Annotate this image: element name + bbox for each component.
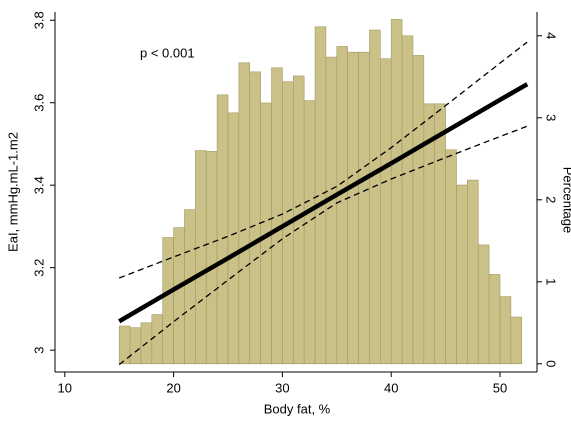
histogram-bar <box>456 184 468 365</box>
y2-tick-label: 4 <box>544 32 559 39</box>
histogram-bar <box>303 100 316 365</box>
histogram-bar <box>184 209 196 365</box>
histogram-bar <box>390 19 403 365</box>
y2-tick-label: 2 <box>544 196 559 203</box>
y2-tick-label: 3 <box>544 114 559 121</box>
annotation: p < 0.001 <box>140 45 195 60</box>
histogram-bar <box>358 51 370 365</box>
histogram-bar <box>314 26 327 365</box>
histogram-bar <box>467 179 479 365</box>
histogram-bar <box>412 55 425 365</box>
histogram-bar <box>445 149 457 365</box>
y-tick-label: 3.4 <box>31 176 46 194</box>
y-tick-label: 3.2 <box>31 259 46 277</box>
y-tick-label: 3.6 <box>31 94 46 112</box>
histogram-bar <box>477 244 490 365</box>
y2-axis-label: Percentage <box>561 167 571 234</box>
fit-line <box>118 82 529 324</box>
x-tick-label: 50 <box>493 380 507 395</box>
histogram-bar <box>216 94 229 365</box>
histogram-bar <box>151 314 164 365</box>
histogram-bar <box>271 67 283 365</box>
histogram-bar <box>434 103 446 365</box>
x-tick-label: 40 <box>384 380 398 395</box>
histogram-bar <box>162 237 174 365</box>
histogram-bar <box>488 274 501 365</box>
histogram-bar <box>195 150 207 365</box>
histogram-bar <box>118 325 131 365</box>
histogram-bar <box>325 56 338 365</box>
histogram-bar <box>401 35 414 365</box>
histogram-bar <box>238 62 251 365</box>
y-axis-label: EaI, mmHg.mL-1.m2 <box>5 132 20 252</box>
histogram-bar <box>173 227 185 365</box>
y-tick-label: 3 <box>31 347 46 354</box>
y2-tick-label: 1 <box>544 278 559 285</box>
histogram-bar <box>380 58 392 365</box>
histogram-bar <box>227 112 240 365</box>
x-tick-label: 20 <box>166 380 180 395</box>
y-tick-label: 3.8 <box>31 11 46 29</box>
histogram-bar <box>510 316 523 365</box>
histogram-bar <box>369 29 381 365</box>
histogram-bar <box>205 151 218 365</box>
ci-line <box>118 125 528 366</box>
histogram-bar <box>336 46 348 365</box>
histogram-bar <box>249 71 261 365</box>
histogram-bar <box>129 327 142 365</box>
x-tick-label: 30 <box>275 380 289 395</box>
x-axis-label: Body fat, % <box>264 401 331 416</box>
histogram-bar <box>347 51 359 365</box>
histogram-bar <box>499 296 512 365</box>
x-tick-label: 10 <box>58 380 72 395</box>
y2-tick-label: 0 <box>544 360 559 367</box>
